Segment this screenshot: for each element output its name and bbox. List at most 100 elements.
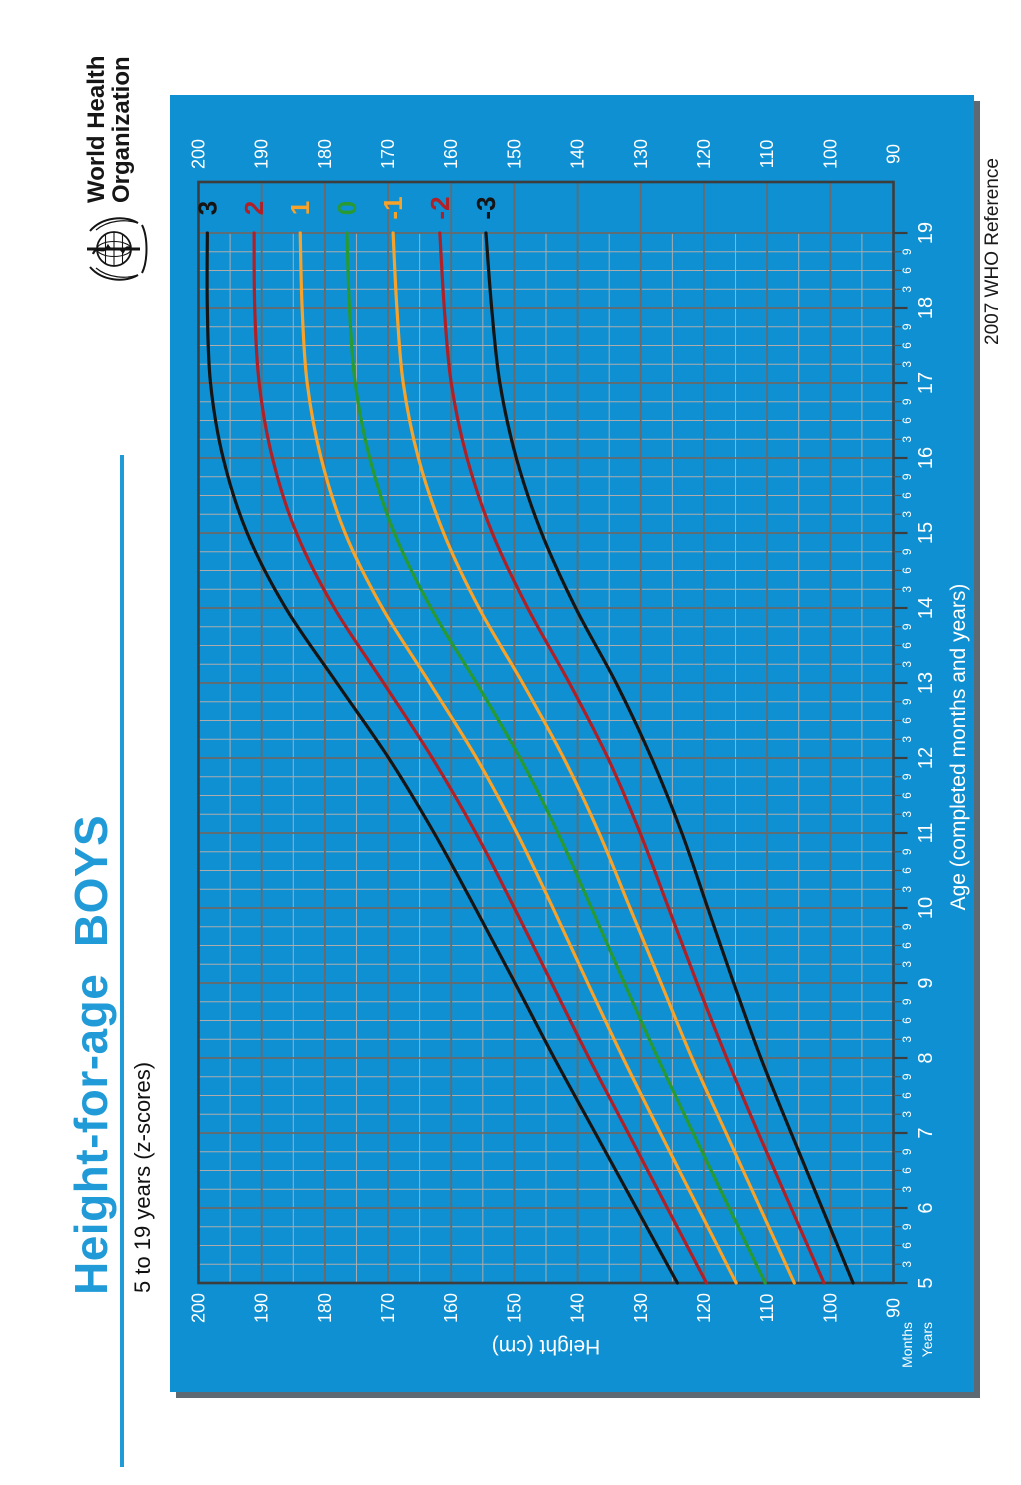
age-month-label: 9 (900, 623, 914, 630)
age-year-label: 5 (915, 1277, 937, 1288)
growth-curve-z3 (205, 231, 680, 1285)
reference-note: 2007 WHO Reference (982, 158, 1003, 345)
age-month-label: 3 (900, 1036, 914, 1043)
age-year-label: 14 (915, 597, 937, 619)
age-month-label: 3 (900, 811, 914, 818)
height-label-left: 150 (504, 1293, 524, 1323)
height-label-left: 170 (378, 1293, 398, 1323)
age-month-label: 6 (900, 567, 914, 574)
age-month-label: 6 (900, 342, 914, 349)
age-month-label: 6 (900, 942, 914, 949)
z-score-label: -2 (425, 196, 455, 219)
age-month-label: 9 (900, 548, 914, 555)
who-logo-line1: World Health (83, 55, 110, 203)
age-year-label: 16 (915, 447, 937, 469)
growth-chart: 3 2 1 0 -1 -2 -3909010010011011012012013013014… (189, 139, 971, 1368)
age-year-label: 15 (915, 522, 937, 544)
age-month-label: 6 (900, 792, 914, 799)
age-year-label: 18 (915, 297, 937, 319)
age-month-label: 9 (900, 398, 914, 405)
z-score-label: 0 (332, 201, 362, 215)
page-subtitle: 5 to 19 years (z-scores) (130, 1061, 155, 1293)
age-month-label: 3 (900, 286, 914, 293)
z-score-label: 3 (192, 201, 222, 215)
z-score-label: 1 (285, 201, 315, 215)
months-row-label: Months (899, 1322, 915, 1368)
age-month-label: 9 (900, 848, 914, 855)
height-label-left: 200 (189, 1293, 209, 1323)
height-label-left: 130 (631, 1293, 651, 1323)
growth-curve-z2 (252, 231, 709, 1285)
age-year-label: 19 (915, 222, 937, 244)
height-label-right: 190 (252, 139, 272, 169)
age-year-label: 6 (915, 1202, 937, 1213)
z-score-label: -3 (471, 196, 501, 219)
height-label-right: 180 (315, 139, 335, 169)
years-row-label: Years (919, 1322, 935, 1357)
height-label-left: 160 (441, 1293, 461, 1323)
age-month-label: 6 (900, 717, 914, 724)
age-year-label: 8 (915, 1052, 937, 1063)
height-label-right: 170 (378, 139, 398, 169)
age-month-label: 9 (900, 1073, 914, 1080)
growth-curve-z-3 (484, 231, 855, 1285)
who-logo: World Health Organization (83, 55, 148, 285)
age-month-label: 9 (900, 698, 914, 705)
age-month-label: 6 (900, 1242, 914, 1249)
growth-curve-z-2 (438, 231, 826, 1285)
age-month-label: 9 (900, 1148, 914, 1155)
age-year-label: 17 (915, 372, 937, 394)
height-label-right: 200 (189, 139, 209, 169)
height-label-left: 140 (568, 1293, 588, 1323)
age-month-label: 6 (900, 1167, 914, 1174)
who-emblem-icon (87, 217, 148, 281)
age-month-label: 3 (900, 361, 914, 368)
age-month-label: 3 (900, 661, 914, 668)
age-month-label: 6 (900, 417, 914, 424)
age-month-label: 3 (900, 436, 914, 443)
age-month-label: 9 (900, 773, 914, 780)
age-year-label: 13 (915, 672, 937, 694)
plot-border (197, 180, 895, 1285)
age-month-label: 9 (900, 248, 914, 255)
age-month-label: 3 (900, 586, 914, 593)
x-axis-title: Age (completed months and years) (947, 584, 970, 911)
age-month-label: 3 (900, 886, 914, 893)
height-label-right: 160 (441, 139, 461, 169)
height-label-left: 120 (694, 1293, 714, 1323)
age-month-label: 6 (900, 867, 914, 874)
title-underline (120, 455, 124, 1467)
height-label-right: 140 (568, 139, 588, 169)
height-label-left: 180 (315, 1293, 335, 1323)
growth-curve-z-1 (391, 231, 796, 1285)
age-month-label: 9 (900, 323, 914, 330)
age-month-label: 6 (900, 492, 914, 499)
who-logo-line2: Organization (108, 56, 135, 203)
height-label-right: 130 (631, 139, 651, 169)
height-label-left: 190 (252, 1293, 272, 1323)
age-year-label: 12 (915, 747, 937, 769)
growth-curve-z1 (298, 231, 738, 1285)
age-month-label: 3 (900, 1261, 914, 1268)
height-label-left: 90 (884, 1298, 904, 1318)
height-label-right: 110 (757, 140, 777, 169)
who-logo-text: World Health Organization (83, 55, 135, 203)
height-label-right: 100 (820, 139, 840, 169)
y-axis-title: Height (cm) (492, 1335, 601, 1358)
age-month-label: 9 (900, 998, 914, 1005)
height-label-left: 110 (757, 1294, 777, 1323)
z-score-label: -1 (378, 196, 408, 219)
height-label-right: 120 (694, 139, 714, 169)
age-month-label: 3 (900, 1111, 914, 1118)
age-month-label: 9 (900, 1223, 914, 1230)
age-month-label: 3 (900, 961, 914, 968)
age-month-label: 9 (900, 473, 914, 480)
age-month-label: 3 (900, 1186, 914, 1193)
age-year-label: 11 (915, 823, 937, 844)
age-year-label: 10 (915, 897, 937, 919)
age-month-label: 3 (900, 511, 914, 518)
chart-frame: 3 2 1 0 -1 -2 -3 90 90 100 100 110 110 120 120 130 130 14… (170, 95, 974, 1392)
growth-curve-z0 (345, 231, 767, 1285)
height-label-right: 150 (504, 139, 524, 169)
